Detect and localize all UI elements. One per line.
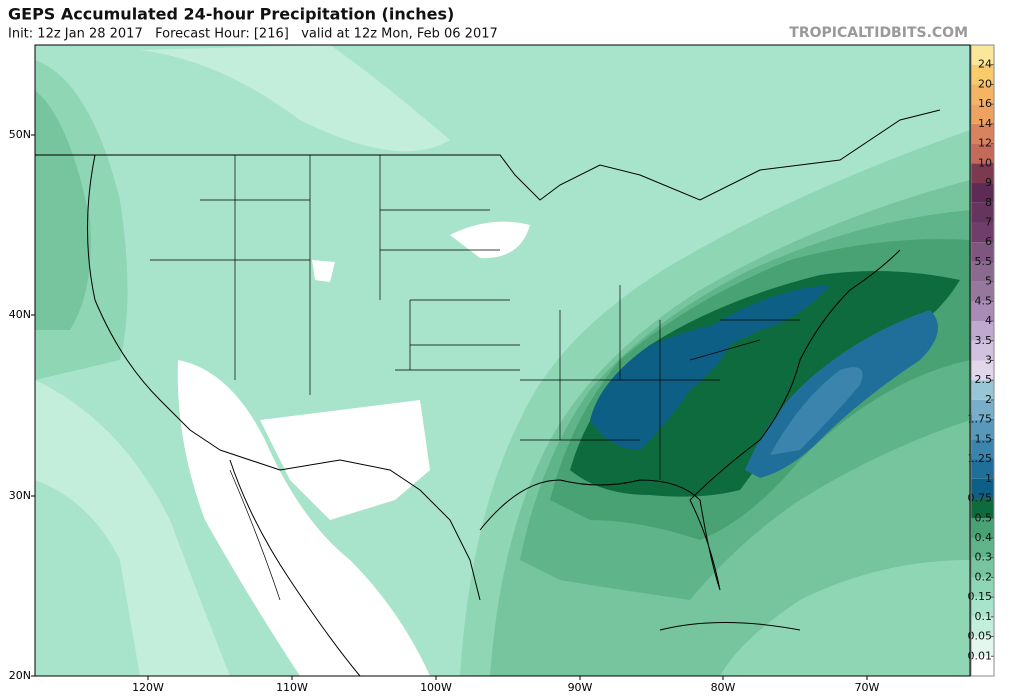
lon-label: 90W <box>568 681 593 694</box>
colorbar-label: 8 <box>985 196 992 209</box>
colorbar-label: 6 <box>985 235 992 248</box>
colorbar-box <box>971 518 994 538</box>
colorbar-box <box>971 321 994 341</box>
colorbar-box <box>971 498 994 519</box>
colorbar-label: 0.05 <box>968 630 993 643</box>
colorbar-label: 0.5 <box>975 511 993 524</box>
colorbar-box <box>971 616 994 637</box>
colorbar-box <box>971 104 994 124</box>
colorbar-label: 5.5 <box>975 255 993 268</box>
colorbar-box <box>971 261 994 282</box>
colorbar-frame <box>970 44 995 677</box>
colorbar-label: 14 <box>978 117 992 130</box>
lat-label: 30N <box>9 489 31 502</box>
colorbar-label: 3 <box>985 354 992 367</box>
colorbar-box <box>971 222 994 243</box>
colorbar-box <box>971 439 994 460</box>
colorbar-box <box>971 399 994 420</box>
colorbar-label: 7 <box>985 215 992 228</box>
lat-label: 50N <box>9 128 31 141</box>
lat-label: 20N <box>9 669 31 682</box>
colorbar-box <box>971 143 994 164</box>
colorbar-box <box>971 459 994 479</box>
colorbar-box <box>971 84 994 105</box>
colorbar-box <box>971 656 994 676</box>
colorbar-label: 0.4 <box>975 531 993 544</box>
colorbar-label: 0.75 <box>968 492 993 505</box>
colorbar-box <box>971 478 994 499</box>
colorbar-box <box>971 380 994 400</box>
lon-label: 70W <box>855 681 880 694</box>
colorbar-box <box>971 163 994 184</box>
colorbar-box <box>971 340 994 361</box>
colorbar: 0.01 0.05 0.1 0.15 0.2 0.3 0.4 0.5 0.75 1 1.25 1.5 1… <box>968 44 995 677</box>
map <box>35 45 970 676</box>
colorbar-box <box>971 123 994 144</box>
colorbar-label: 2 <box>985 393 992 406</box>
watermark: TROPICALTIDBITS.COM <box>789 25 968 41</box>
lon-label: 100W <box>420 681 452 694</box>
colorbar-box <box>971 360 994 381</box>
colorbar-label: 1 <box>985 472 992 485</box>
colorbar-label: 0.15 <box>968 590 993 603</box>
colorbar-label: 12 <box>978 137 992 150</box>
colorbar-box <box>971 636 994 657</box>
colorbar-box <box>971 183 994 203</box>
colorbar-box <box>971 301 994 322</box>
colorbar-box <box>971 597 994 617</box>
colorbar-label: 24 <box>978 58 992 71</box>
colorbar-label: 1.25 <box>968 452 993 465</box>
colorbar-box <box>971 64 994 85</box>
colorbar-label: 0.3 <box>975 551 993 564</box>
colorbar-label: 4.5 <box>975 294 993 307</box>
colorbar-label: 0.1 <box>975 610 993 623</box>
colorbar-label: 10 <box>978 156 992 169</box>
colorbar-label: 20 <box>978 77 992 90</box>
colorbar-label: 1.75 <box>968 413 993 426</box>
colorbar-box <box>971 202 994 223</box>
colorbar-box <box>971 577 994 598</box>
colorbar-label: 0.2 <box>975 570 993 583</box>
colorbar-box <box>971 419 994 440</box>
subtitle: Init: 12z Jan 28 2017 Forecast Hour: [21… <box>8 27 498 42</box>
colorbar-box <box>971 281 994 302</box>
colorbar-label: 0.01 <box>968 649 993 662</box>
colorbar-box <box>971 242 994 262</box>
title: GEPS Accumulated 24-hour Precipitation (… <box>8 5 454 24</box>
colorbar-label: 2.5 <box>975 373 993 386</box>
colorbar-box <box>971 557 994 578</box>
colorbar-label: 4 <box>985 314 992 327</box>
colorbar-label: 3.5 <box>975 334 993 347</box>
colorbar-box <box>971 45 994 65</box>
colorbar-label: 9 <box>985 176 992 189</box>
lon-label: 120W <box>132 681 164 694</box>
colorbar-label: 5 <box>985 275 992 288</box>
lon-label: 110W <box>276 681 308 694</box>
colorbar-label: 16 <box>978 97 992 110</box>
lat-label: 40N <box>9 308 31 321</box>
lon-label: 80W <box>711 681 736 694</box>
colorbar-box <box>971 537 994 558</box>
colorbar-label: 1.5 <box>975 432 993 445</box>
